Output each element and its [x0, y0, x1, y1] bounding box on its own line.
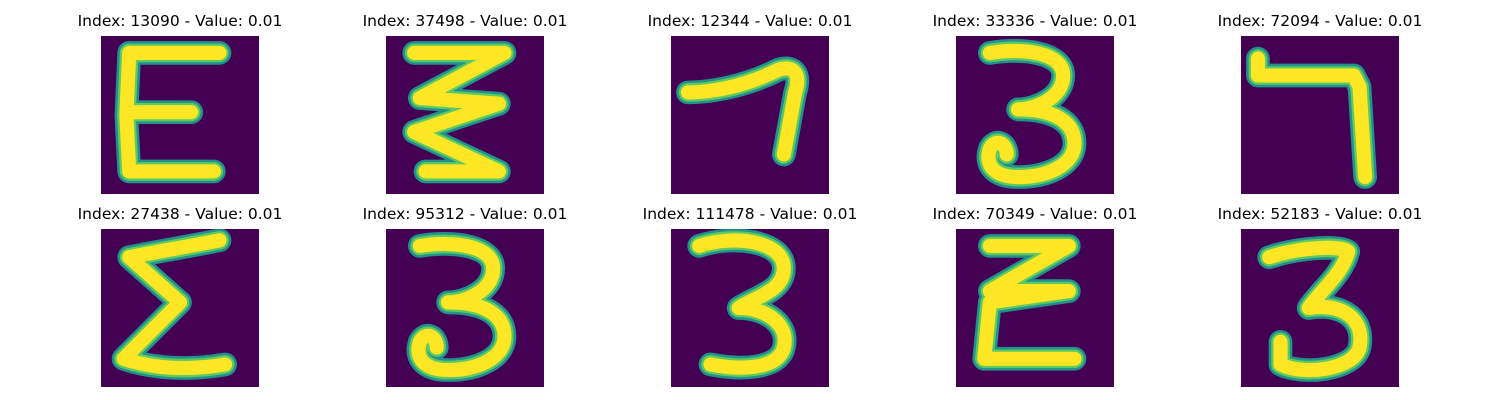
glyph-stroke — [981, 43, 1082, 185]
digit-image-seven — [1241, 36, 1399, 194]
tile-title: Index: 33336 - Value: 0.01 — [932, 12, 1138, 30]
tile-title: Index: 27438 - Value: 0.01 — [77, 205, 283, 223]
digit-image-seven — [671, 36, 829, 194]
digit-image-zigzag — [386, 36, 544, 194]
tile-title: Index: 52183 - Value: 0.01 — [1217, 205, 1423, 223]
glyph-stroke — [407, 45, 512, 179]
glyph-stroke — [119, 45, 221, 179]
digit-image-epsilon — [101, 36, 259, 194]
tile-title: Index: 37498 - Value: 0.01 — [362, 12, 568, 30]
image-background — [671, 36, 829, 194]
digit-image-sigma — [101, 229, 259, 387]
tile-title: Index: 13090 - Value: 0.01 — [77, 12, 283, 30]
glyph-stroke — [977, 238, 1082, 366]
digit-image-three — [671, 229, 829, 387]
digit-image-three — [1241, 229, 1399, 387]
tile-title: Index: 70349 - Value: 0.01 — [932, 205, 1138, 223]
digit-image-epsilon — [956, 229, 1114, 387]
tile-title: Index: 12344 - Value: 0.01 — [647, 12, 853, 30]
digit-image-three — [386, 229, 544, 387]
glyph-stroke — [1250, 51, 1373, 185]
glyph-stroke — [692, 233, 792, 375]
tile-title: Index: 72094 - Value: 0.01 — [1217, 12, 1423, 30]
digit-image-three — [956, 36, 1114, 194]
tile-title: Index: 95312 - Value: 0.01 — [362, 205, 568, 223]
glyph-stroke — [680, 61, 805, 162]
tile-title: Index: 111478 - Value: 0.01 — [642, 205, 858, 223]
glyph-stroke — [411, 236, 512, 378]
glyph-stroke — [116, 233, 233, 376]
glyph-stroke — [1262, 240, 1368, 378]
